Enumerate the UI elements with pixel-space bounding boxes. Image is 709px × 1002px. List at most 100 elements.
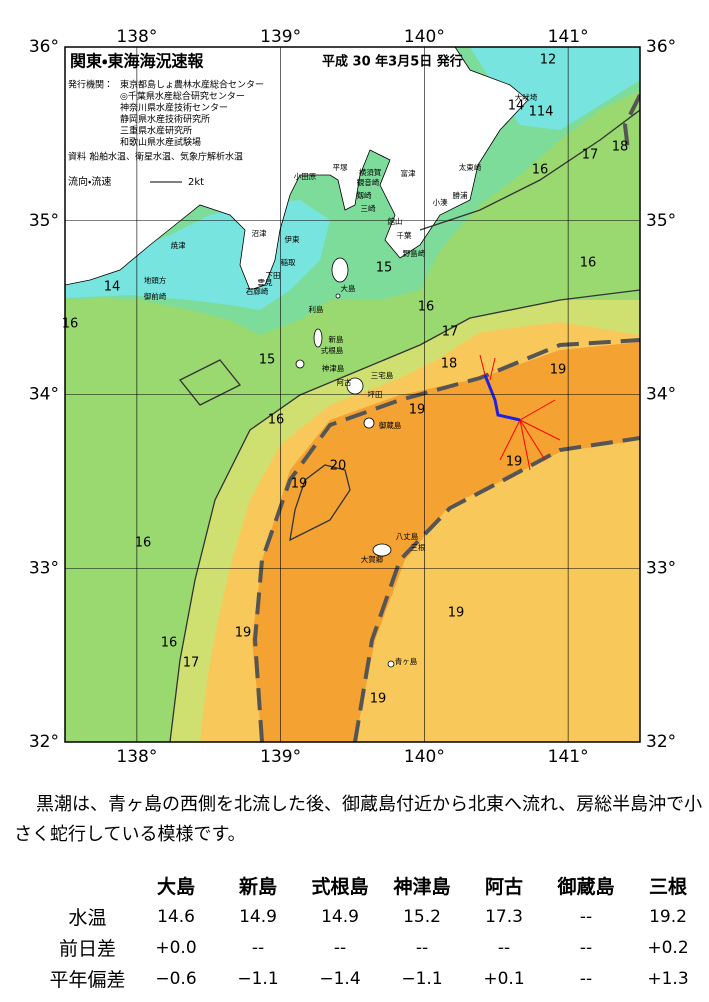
ship-track <box>483 374 521 422</box>
issuer: ◎千葉県水産総合研究センター <box>120 90 245 102</box>
isotherm-label: 14 <box>508 99 525 114</box>
place-name: 観音崎 <box>357 177 380 187</box>
place-name: 三宅島 <box>371 370 394 380</box>
issuer-label: 発行機関： <box>68 79 113 91</box>
cell: 17.3 <box>485 906 523 927</box>
isotherm-label: 16 <box>532 163 549 178</box>
issuer-list: 東京都島しょ農林水産総合センター◎千葉県水産総合研究センター神奈川県水産技術セン… <box>120 79 264 149</box>
current-vector <box>519 419 561 441</box>
sea-chart: 138° 138° 139° 139° 140° 140° 141° 141° 32° 32° 33… <box>29 27 676 767</box>
cell: -- <box>497 937 511 958</box>
island <box>363 417 375 429</box>
cell: 14.9 <box>239 906 277 927</box>
source-label: 資料： <box>68 151 95 163</box>
isotherm-label: 20 <box>330 459 347 474</box>
isotherm-label: 15 <box>259 353 276 368</box>
isotherms <box>169 109 640 742</box>
place-name: 伊東 <box>285 234 300 244</box>
isotherm-label: 19 <box>409 403 426 418</box>
lon-label: 141° <box>548 747 589 767</box>
cell: -- <box>251 937 265 958</box>
place-name: 下田 <box>266 271 281 280</box>
isotherm-label: 15 <box>376 261 393 276</box>
cell: +0.2 <box>647 937 689 958</box>
place-name: 平塚 <box>333 163 348 172</box>
table-row: 水温 14.6 14.9 14.9 15.2 17.3 -- 19.2 <box>40 901 709 932</box>
isotherm <box>178 359 242 406</box>
cell: +0.1 <box>483 968 525 989</box>
place-name: 大島 <box>341 283 356 293</box>
current-vector <box>519 419 531 471</box>
kuroshio-core <box>252 342 640 742</box>
isotherm-label: 16 <box>268 413 285 428</box>
lat-label: 32° <box>646 732 676 752</box>
cell: -- <box>333 937 347 958</box>
current-label: 流向・流速 <box>68 175 111 188</box>
kuroshio-line <box>622 94 640 151</box>
current-vector <box>519 399 556 421</box>
isotherm-label: 16 <box>161 636 178 651</box>
issuer: 神奈川県水産技術センター <box>120 102 228 114</box>
cell: 19.2 <box>649 906 687 927</box>
column-header: 式根島 <box>311 876 369 898</box>
place-name: 剱崎 <box>357 190 372 200</box>
island <box>387 660 395 668</box>
description: 黒潮は、青ヶ島の西側を北流した後、御蔵島付近から北東へ流れ、房総半島沖で小さく蛇… <box>14 794 703 845</box>
cell: −1.4 <box>319 968 361 989</box>
island <box>346 377 364 395</box>
lat-label: 36° <box>29 37 59 57</box>
issuer: 三重県水産研究所 <box>120 125 192 137</box>
place-name: 稲取 <box>281 257 296 267</box>
place-name: 雲見 <box>258 278 273 287</box>
place-name: 千葉 <box>397 230 412 240</box>
place-name: 御蔵島 <box>379 420 402 430</box>
isotherm-label: 18 <box>612 140 629 155</box>
column-header: 神津島 <box>393 876 451 898</box>
isotherm-label: 19 <box>235 626 252 641</box>
cell: +0.0 <box>155 937 197 958</box>
cell: −0.6 <box>155 968 197 989</box>
current-vectors <box>479 354 561 471</box>
lat-label: 32° <box>29 732 59 752</box>
map-frame <box>64 46 641 743</box>
kuroshio-line <box>353 436 640 742</box>
isotherm-label: 16 <box>580 256 597 271</box>
isotherm <box>169 289 640 742</box>
place-name: 地頭方 <box>144 275 167 285</box>
corner <box>40 870 135 901</box>
land <box>65 47 529 291</box>
place-name: 御前崎 <box>144 291 167 301</box>
cell: −1.1 <box>237 968 279 989</box>
water-temperature-table: 大島 新島 式根島 神津島 阿古 御蔵島 三根 水温 14.6 14.9 14.9 15.2 17.3 -… <box>40 870 709 994</box>
source: 船舶水温、衛星水温、気象庁解析水温 <box>90 151 243 163</box>
place-name: 阿古 <box>337 377 352 387</box>
isotherm-label: 16 <box>418 300 435 315</box>
isotherm-label: 14 <box>104 280 121 295</box>
place-name: 勝浦 <box>453 190 468 200</box>
isotherm <box>289 464 351 542</box>
table-row: 平年偏差 −0.6 −1.1 −1.4 −1.1 +0.1 -- +1.3 <box>40 963 709 994</box>
isotherm <box>419 109 640 231</box>
header-row: 大島 新島 式根島 神津島 阿古 御蔵島 三根 <box>40 870 709 901</box>
lat-label: 36° <box>646 37 676 57</box>
column-header: 大島 <box>156 876 195 898</box>
place-name: 大吠埼 <box>515 92 538 102</box>
place-name: 石廊崎 <box>246 286 269 296</box>
graticule: 138° 138° 139° 139° 140° 140° 141° 141° 32° 32° 33… <box>29 27 676 767</box>
cell: 14.6 <box>157 906 195 927</box>
place-name: 富津 <box>401 168 416 178</box>
cell: 14.9 <box>321 906 359 927</box>
cell: −1.1 <box>401 968 443 989</box>
kuroshio-axis <box>252 94 640 742</box>
lon-label: 139° <box>260 27 301 47</box>
place-name: 沼津 <box>252 229 267 238</box>
lon-label: 140° <box>404 27 445 47</box>
place-name: 小湊 <box>433 197 448 207</box>
place-name: 八丈島 <box>396 531 419 541</box>
place-name: 青ヶ島 <box>395 656 418 666</box>
place-name: 太東崎 <box>459 162 482 172</box>
issuer: 静岡県水産技術研究所 <box>120 113 210 125</box>
isotherm-label: 16 <box>135 536 152 551</box>
place-name: 坪田 <box>368 390 383 399</box>
isotherm-label: 19 <box>291 477 308 492</box>
